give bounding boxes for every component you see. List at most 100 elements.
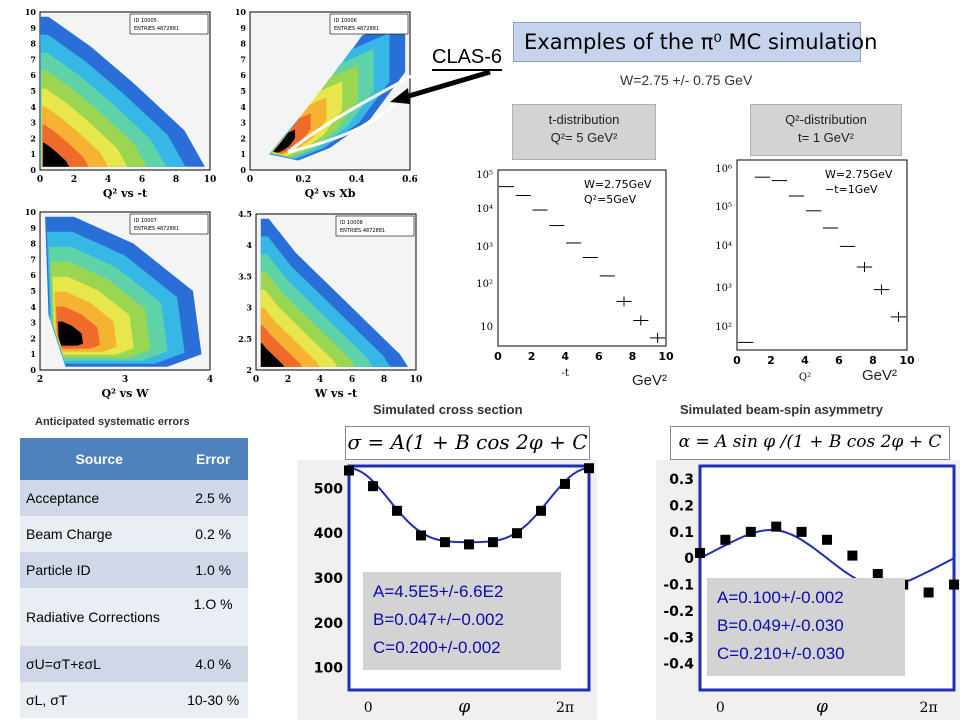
x-tick-label: 2 [285, 375, 291, 385]
sys-error: 10-30 % [178, 682, 248, 718]
data-point [923, 587, 934, 598]
stats-box [335, 215, 415, 237]
y-tick-label: 10⁴ [476, 204, 493, 215]
bsa-formula: α = A sin φ /(1 + B cos 2φ + C cos φ) [670, 426, 950, 482]
y-tick-label: 3 [246, 303, 252, 313]
y-tick-label: 1 [30, 349, 36, 359]
x-tick-label: 2π [920, 700, 938, 716]
data-point [584, 463, 594, 474]
bsa-param-c: C=0.210+/-0.030 [717, 644, 845, 663]
x-tick-label: 0 [37, 175, 43, 185]
y-tick-label: 9 [30, 23, 36, 33]
sys-header-source: Source [20, 438, 179, 480]
heatmap-contour [260, 343, 285, 367]
table-row: Particle ID 1.0 % [20, 552, 248, 588]
x-tick-label: 10 [204, 175, 217, 185]
gev2-label-t: GeV² [632, 372, 668, 389]
data-point [872, 569, 883, 580]
y-tick-label: 2 [30, 333, 36, 343]
data-point [416, 530, 427, 541]
heatmap-q2-vs-w: ID 10007 ENTRIES 4872881 2 3 4 0 1 2 3 4 5 6 7 8 9 10 Q²… [25, 207, 213, 400]
y-tick-label: 10⁵ [715, 202, 732, 213]
x-tick-label: 8 [173, 175, 179, 185]
data-point [367, 481, 378, 492]
data-point [745, 526, 756, 537]
data-point [822, 534, 833, 545]
y-tick-label: 2.5 [238, 334, 252, 344]
xsec-param-a: A=4.5E5+/-6.6E2 [373, 582, 504, 601]
sys-errors-title: Anticipated systematic errors [35, 416, 190, 428]
y-tick-label: 4 [240, 102, 246, 112]
t-distribution-box: t-distribution Q²= 5 GeV² [512, 104, 656, 160]
x-tick-label: 0 [247, 175, 253, 185]
sys-source: σU=σT+εσL [20, 646, 179, 682]
y-tick-label: 2 [246, 365, 252, 375]
y-tick-label: 3 [30, 318, 36, 328]
page-title: Examples of the π⁰ MC simulation [513, 22, 877, 62]
x-tick-label: 10 [410, 375, 423, 385]
y-tick-label: 0.3 [669, 472, 694, 488]
y-tick-label: 0 [240, 165, 246, 175]
data-point [695, 547, 705, 558]
x-tick-label: 8 [869, 354, 877, 367]
y-tick-label: 0 [30, 165, 36, 175]
heatmap-q2-vs-xb: ID 10006 ENTRIES 4872881 0 0.2 0.4 0.6 0 1 2 3 4 5 6… [235, 7, 418, 200]
t-box-line1: t-distribution [548, 112, 620, 127]
y-tick-label: 6 [30, 270, 36, 280]
y-tick-label: 10⁵ [476, 170, 493, 181]
y-tick-label: 8 [30, 239, 36, 249]
heatmap-contour [58, 321, 83, 346]
data-point [439, 537, 450, 548]
sys-source: Radiative Corrections [20, 588, 179, 646]
data-point [720, 534, 731, 545]
table-row: σU=σT+εσL 4.0 % [20, 646, 248, 682]
x-tick-label: 6 [835, 354, 843, 367]
y-tick-label: 2 [30, 133, 36, 143]
t-distribution-plot: 0 2 4 6 8 10 10 10² 10³ 10⁴ 10⁵ W=2.75GeV Q²=5GeV -t [476, 169, 674, 379]
stats-id: ID 10006 [334, 18, 357, 24]
y-tick-label: 0.2 [669, 499, 694, 515]
sys-error: 1.0 % [178, 552, 248, 588]
data-point [949, 579, 959, 590]
x-tick-label: 0 [716, 700, 725, 716]
sys-header-error: Error [178, 438, 248, 480]
y-tick-label: 10 [235, 7, 247, 17]
y-tick-label: 1 [240, 149, 246, 159]
q2-box-line1: Q²-distribution [785, 112, 867, 127]
y-tick-label: 7 [30, 54, 36, 64]
heatmap-contour [42, 142, 70, 167]
x-tick-label: 3 [122, 375, 128, 385]
data-point [344, 465, 354, 476]
sys-table-container: Source Error Acceptance 2.5 % Beam Charg… [20, 438, 248, 718]
y-tick-label: 10² [715, 322, 732, 333]
axis-caption: Q² vs Xb [305, 187, 356, 200]
y-tick-label: -0.2 [663, 604, 694, 620]
x-tick-label: 6 [595, 350, 603, 363]
y-tick-label: 9 [30, 223, 36, 233]
stats-box [129, 13, 209, 35]
x-tick-label: 2 [37, 375, 43, 385]
table-row: σL, σT 10-30 % [20, 682, 248, 718]
x-tick-label: 0 [364, 700, 373, 716]
x-tick-label: 10 [899, 354, 915, 367]
legend-entry: Q²=5GeV [584, 193, 637, 206]
x-tick-label: 2π [556, 700, 574, 716]
x-tick-label: 6 [349, 375, 355, 385]
x-axis-label: φ [458, 697, 470, 717]
x-axis-label: Q² [799, 372, 811, 383]
y-tick-label: 0 [30, 365, 36, 375]
y-tick-label: 3.5 [238, 271, 252, 281]
y-tick-label: 8 [240, 39, 246, 49]
plot-frame [736, 159, 908, 351]
stats-entries: ENTRIES 4872881 [340, 228, 385, 234]
heatmap-q2-vs-t: ID 10005 ENTRIES 4872881 0 2 4 6 8 10 0 1 2 3 4 5 6 7 8 9… [25, 7, 217, 200]
legend-entry: W=2.75GeV [584, 178, 652, 191]
data-point [771, 521, 782, 532]
sys-error: 0.2 % [178, 516, 248, 552]
xsec-params-box: A=4.5E5+/-6.6E2 B=0.047+/−0.002 C=0.200+… [363, 572, 561, 670]
y-tick-label: 0.1 [669, 525, 694, 541]
fit-curve [699, 528, 955, 588]
sys-source: Acceptance [20, 480, 179, 516]
bsa-param-a: A=0.100+/-0.002 [717, 588, 844, 607]
